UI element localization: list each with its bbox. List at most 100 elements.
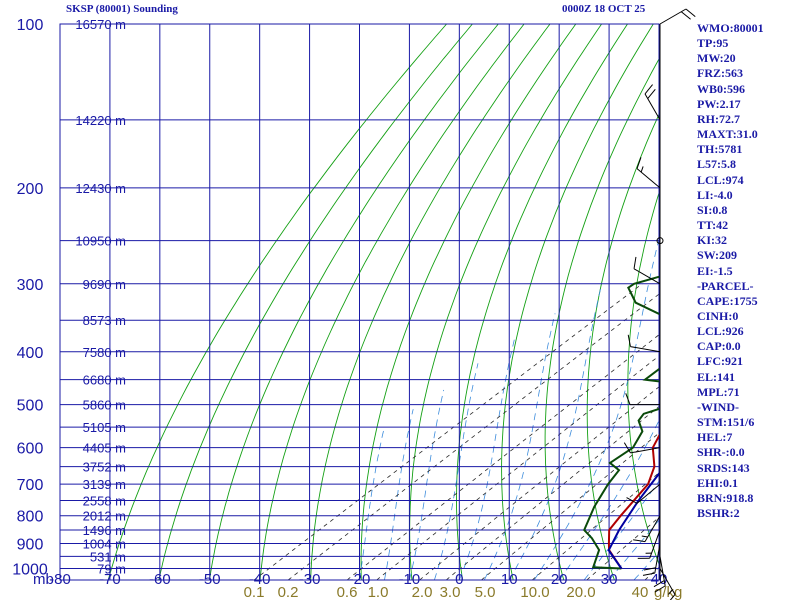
wind-barb <box>659 8 696 25</box>
pressure-tick-label: 700 <box>17 477 44 494</box>
wind-staff <box>630 447 661 454</box>
wind-feather <box>668 589 673 595</box>
mixing-ratio-line <box>346 334 659 580</box>
wind-feather <box>636 157 642 169</box>
height-label: 3752 m <box>83 460 126 475</box>
temperature-tick-label: -50 <box>199 571 221 588</box>
height-label: 531 m <box>90 549 126 564</box>
height-label: 4405 m <box>83 441 126 456</box>
temperature-tick-label: -10 <box>399 571 421 588</box>
height-label: 5860 m <box>83 398 126 413</box>
index-item: TT:42 <box>697 218 729 233</box>
mixing-ratio-label: 2.0 <box>412 584 433 600</box>
temperature-tick-label: 30 <box>601 571 618 588</box>
wind-feather <box>685 8 696 17</box>
height-label: 8573 m <box>83 313 126 328</box>
wind-feather <box>626 497 638 504</box>
moist-adiabat <box>608 519 659 580</box>
index-item: WMO:80001 <box>697 21 764 35</box>
index-item: RH:72.7 <box>697 111 740 126</box>
series-dewpoint-line <box>583 275 659 570</box>
moist-adiabat <box>434 363 479 580</box>
series-temperature-line <box>607 433 659 570</box>
wind-staff <box>644 93 661 121</box>
dry-adiabat <box>360 24 577 580</box>
wind-feather <box>633 256 637 269</box>
moist-adiabat <box>409 389 445 580</box>
wind-feather <box>641 535 648 538</box>
index-item: EL:141 <box>697 369 736 384</box>
dry-adiabat <box>259 24 525 580</box>
height-label: 3139 m <box>83 477 126 492</box>
isobar-isotherm-grid <box>59 23 660 581</box>
index-item: LI:-4.0 <box>697 187 733 202</box>
pressure-tick-label: 300 <box>17 277 44 294</box>
mixing-ratio-label: 0.2 <box>278 584 299 600</box>
pressure-tick-label: 500 <box>17 398 44 415</box>
height-label: 2558 m <box>83 493 126 508</box>
pressure-tick-label: 600 <box>17 441 44 458</box>
wind-feather <box>654 585 666 593</box>
index-item: HEL:7 <box>697 430 733 445</box>
wind-barb <box>625 393 660 406</box>
pressure-tick-label: 400 <box>17 345 44 362</box>
index-item: SRDS:143 <box>697 460 750 475</box>
calm-wind-marker <box>656 237 664 245</box>
mixing-ratio-label: 3.0 <box>440 584 461 600</box>
stability-indices: WMO:80001 TP:95 MW:20 FRZ:563 WB0:596 PW:2.17… <box>697 21 764 521</box>
index-item: CAPE:1755 <box>697 293 758 308</box>
height-label: 16570 m <box>75 17 126 32</box>
mixing-ratio-unit-label: g/kg <box>654 584 682 600</box>
mixing-ratio-label: 5.0 <box>475 584 496 600</box>
height-label: 9690 m <box>83 277 126 292</box>
wind-feather <box>644 84 653 95</box>
series-parcel-line <box>607 472 659 570</box>
index-item: BRN:918.8 <box>697 490 754 505</box>
index-item: MAXT:31.0 <box>697 127 758 142</box>
dry-adiabat <box>544 58 659 580</box>
pressure-tick-label: 200 <box>17 181 44 198</box>
index-item: TH:5781 <box>697 142 743 157</box>
temperature-tick-label: 0 <box>455 571 463 588</box>
wind-staff <box>659 8 687 25</box>
height-label: 12430 m <box>75 181 126 196</box>
index-item: KI:32 <box>697 233 727 248</box>
mixing-ratio-label: 0.6 <box>337 584 358 600</box>
mixing-ratio-line <box>481 432 659 580</box>
valid-time: 0000Z 18 OCT 25 <box>562 3 646 15</box>
wind-feather <box>643 567 656 571</box>
height-label: 7580 m <box>83 345 126 360</box>
index-item: CAP:0.0 <box>697 339 741 354</box>
wind-feather <box>642 572 655 576</box>
index-item: BSHR:2 <box>697 506 740 520</box>
index-item: -PARCEL- <box>697 278 754 293</box>
wind-barb <box>637 529 661 559</box>
dry-adiabat <box>501 24 654 580</box>
mixing-ratio-line <box>586 516 659 580</box>
temperature-tick-label: -80 <box>49 571 71 588</box>
moist-adiabat <box>558 419 659 580</box>
mixing-ratio-line <box>287 293 659 580</box>
index-item: CINH:0 <box>697 308 739 323</box>
wind-barb <box>633 515 661 543</box>
index-item: STM:151/6 <box>697 415 755 430</box>
mixing-ratio-line <box>253 283 643 580</box>
index-item: LFC:921 <box>697 354 743 369</box>
height-label: 2012 m <box>83 509 126 524</box>
height-label: 14220 m <box>75 113 126 128</box>
index-item: MPL:71 <box>697 384 740 399</box>
index-item: LCL:974 <box>697 172 744 187</box>
index-item: TP:95 <box>697 36 729 51</box>
mixing-ratio-label: 1.0 <box>368 584 389 600</box>
dry-adiabat <box>158 24 473 580</box>
wind-feather <box>653 580 665 588</box>
height-label: 6680 m <box>83 373 126 388</box>
temperature-tick-label: -40 <box>249 571 271 588</box>
mixing-ratio-label: 0.1 <box>244 584 265 600</box>
wind-barb <box>644 84 661 121</box>
index-item: EHI:0.1 <box>697 475 739 490</box>
height-label: 1496 m <box>83 523 126 538</box>
dry-adiabat <box>409 24 602 580</box>
